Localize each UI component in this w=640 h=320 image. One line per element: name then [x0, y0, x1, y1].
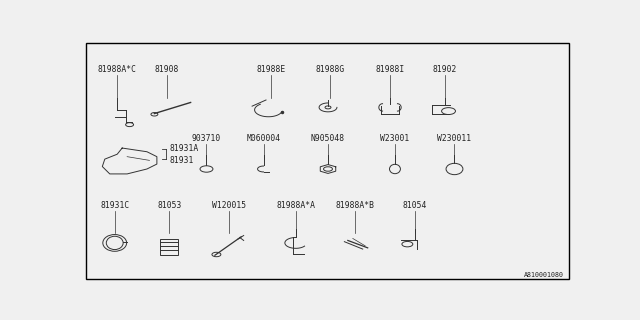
Text: 81931: 81931: [169, 156, 194, 164]
Text: M060004: M060004: [246, 134, 280, 143]
Text: A810001080: A810001080: [524, 272, 564, 278]
Text: 81988E: 81988E: [257, 65, 285, 74]
Text: 903710: 903710: [192, 134, 221, 143]
Text: N905048: N905048: [311, 134, 345, 143]
Text: 81988I: 81988I: [376, 65, 404, 74]
Text: W230011: W230011: [437, 134, 472, 143]
Text: 81931C: 81931C: [100, 201, 129, 210]
Text: 81988A*A: 81988A*A: [276, 201, 316, 210]
Text: 81988G: 81988G: [316, 65, 345, 74]
Text: W120015: W120015: [212, 201, 246, 210]
Text: 81053: 81053: [157, 201, 182, 210]
Text: 81931A: 81931A: [169, 144, 198, 153]
Text: 81054: 81054: [403, 201, 427, 210]
Text: 81908: 81908: [155, 65, 179, 74]
Bar: [161, 239, 178, 255]
Text: W23001: W23001: [380, 134, 410, 143]
Text: 81902: 81902: [433, 65, 457, 74]
Text: 81988A*B: 81988A*B: [336, 201, 375, 210]
Text: 81988A*C: 81988A*C: [98, 65, 137, 74]
